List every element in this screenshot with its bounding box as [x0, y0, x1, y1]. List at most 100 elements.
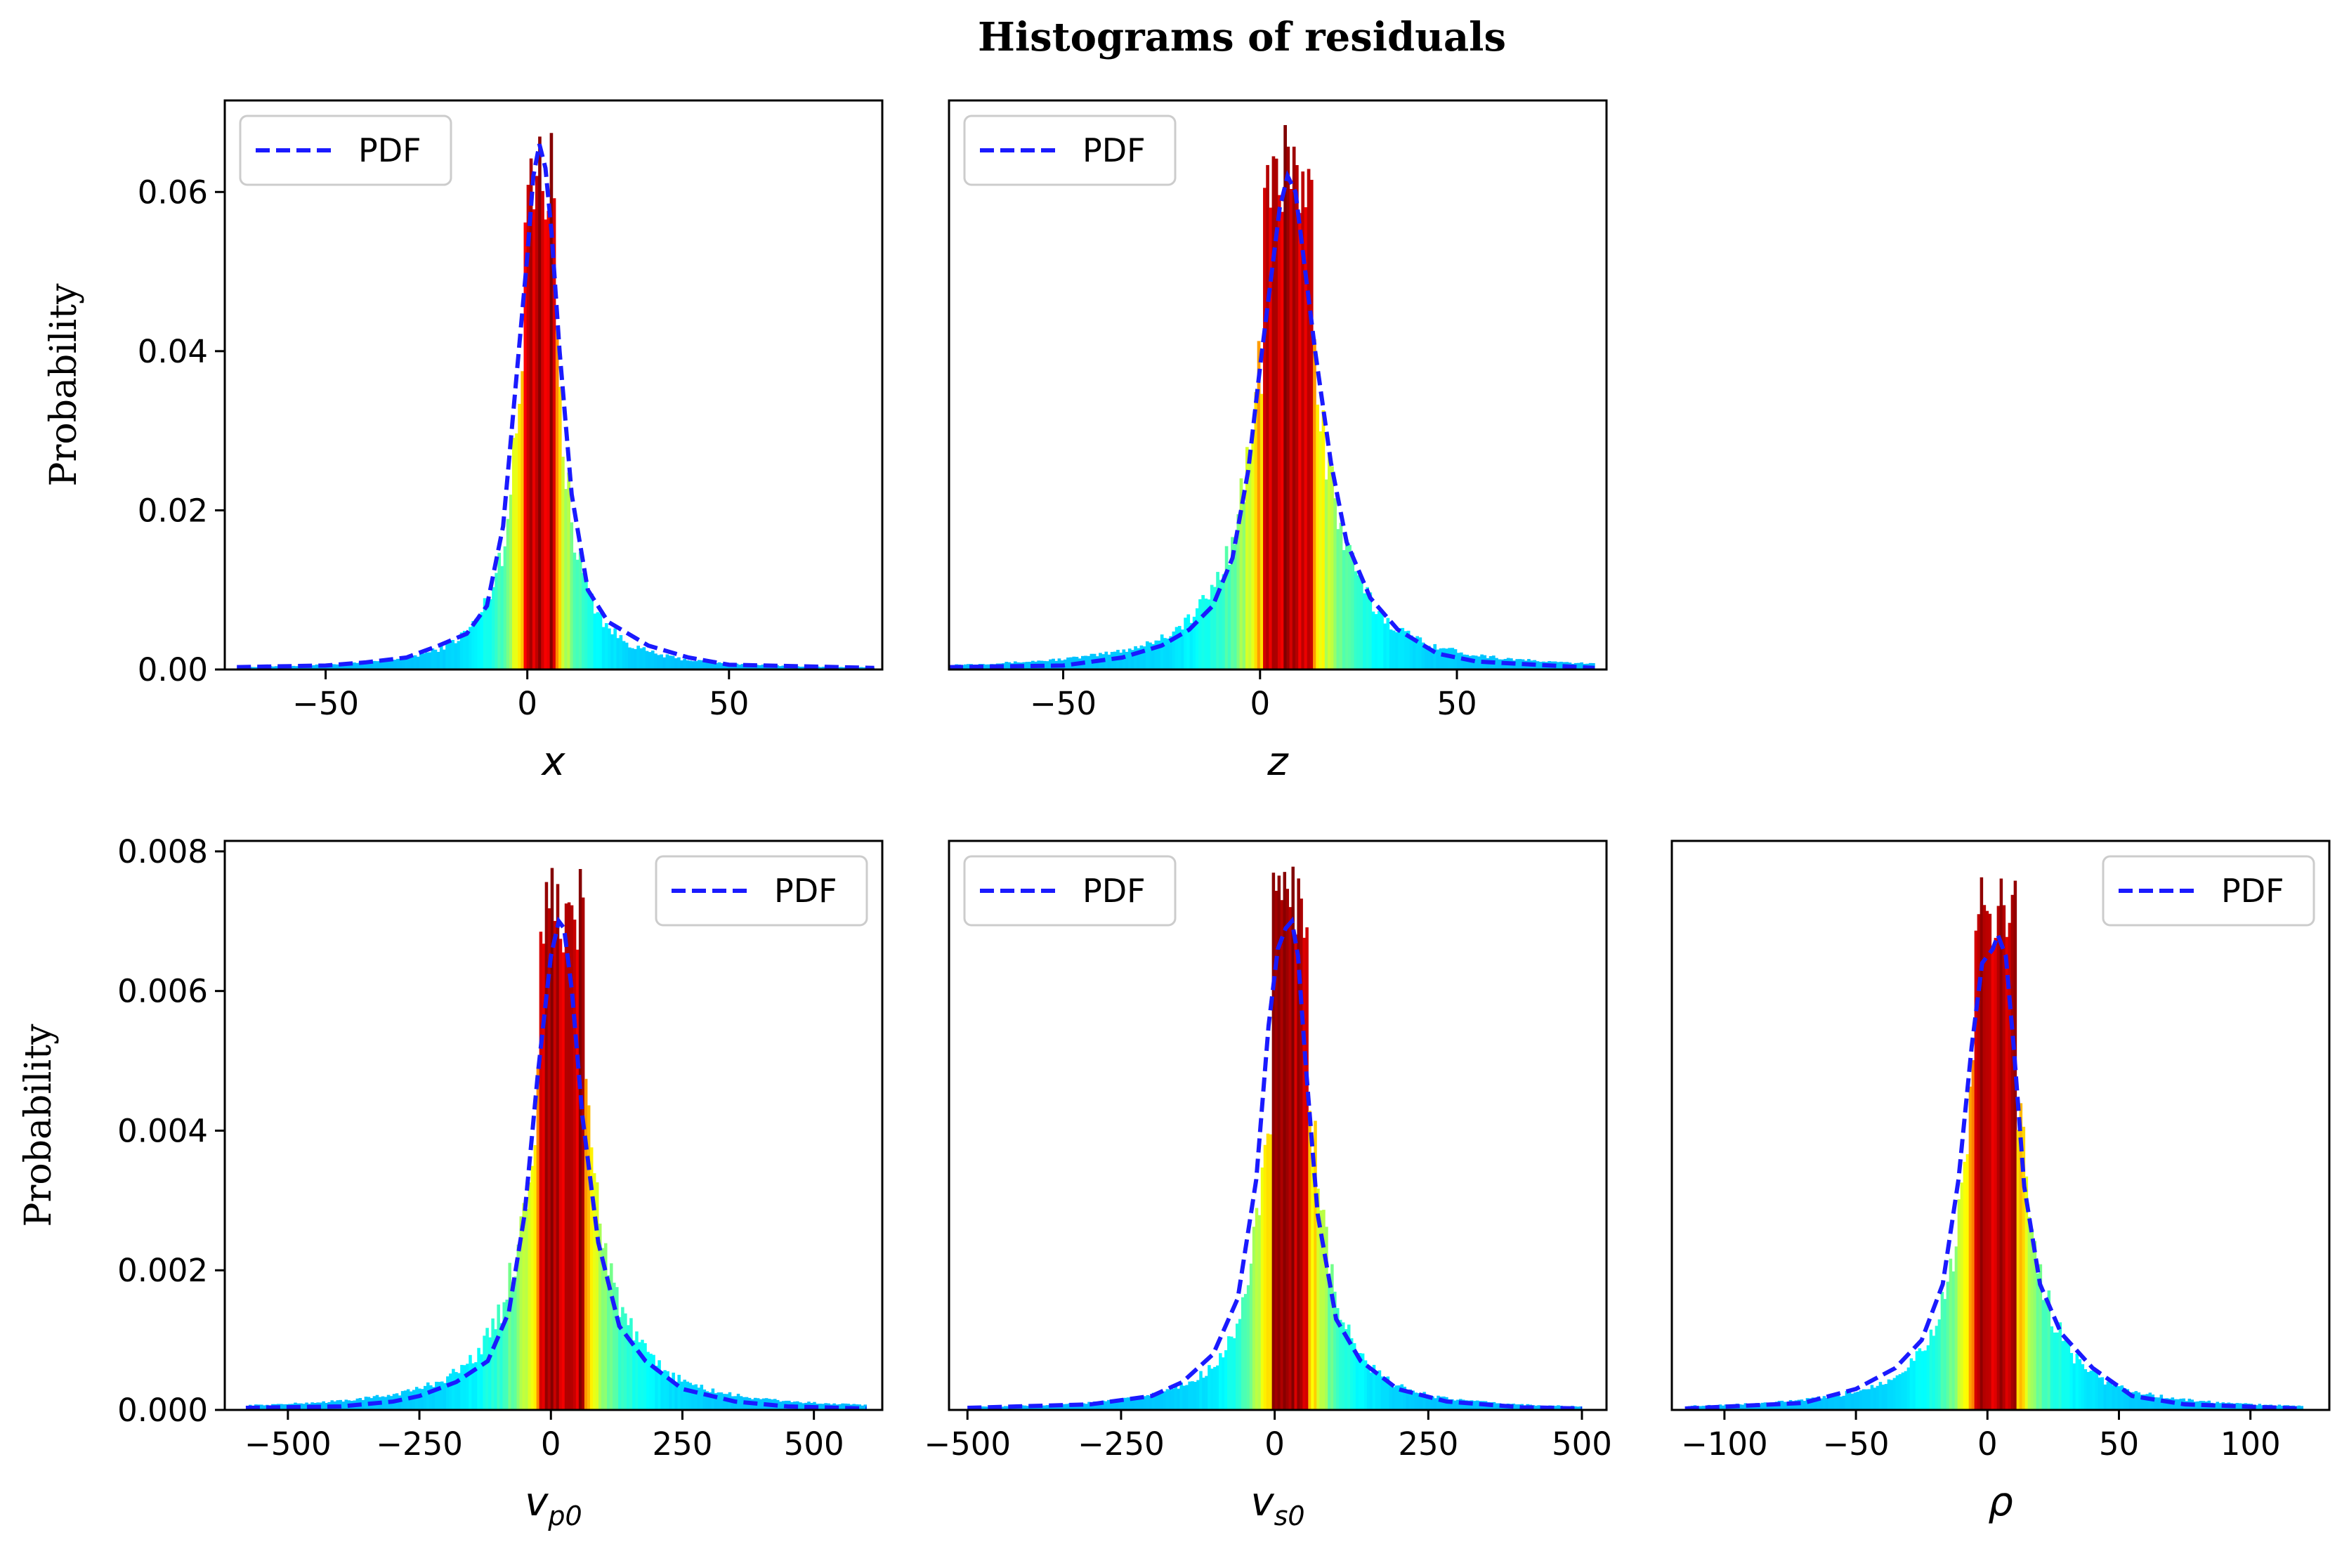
histogram-bar: [1439, 1397, 1443, 1410]
histogram-bar: [1448, 1399, 1451, 1410]
histogram-bar: [1314, 1121, 1317, 1410]
histogram-bar: [497, 552, 502, 669]
histogram-bar: [1342, 550, 1346, 669]
histogram-bar: [1932, 1335, 1936, 1410]
histogram-bar: [1288, 907, 1292, 1410]
histogram-bar: [967, 664, 970, 669]
histogram-bar: [542, 943, 546, 1410]
histogram-bar: [1291, 866, 1295, 1410]
histogram-bar: [725, 1394, 729, 1410]
histogram-bar: [1977, 914, 1981, 1410]
histogram-bar: [638, 1342, 641, 1410]
histogram-bar: [1738, 1404, 1742, 1410]
histogram-bar: [2100, 1377, 2105, 1410]
histogram-bar: [688, 1383, 693, 1410]
histogram-bar: [1760, 1402, 1765, 1410]
histogram-bar: [387, 660, 391, 669]
histogram-bar: [1718, 1404, 1722, 1410]
histogram-bar: [1104, 651, 1108, 669]
histogram-bar: [697, 1387, 701, 1410]
histogram-bar: [1327, 454, 1331, 669]
histogram-bar: [1045, 661, 1049, 669]
x-tick-label: −250: [376, 1425, 463, 1463]
histogram-bar: [1073, 1404, 1077, 1410]
histogram-bar: [1383, 1377, 1387, 1410]
histogram-bar: [1216, 572, 1219, 669]
histogram-bar: [512, 438, 516, 669]
histogram-bar: [1285, 889, 1290, 1410]
histogram-bar: [1227, 564, 1231, 669]
histogram-bar: [1825, 1397, 1829, 1410]
histogram-bar: [1537, 1405, 1540, 1410]
histogram-bar: [477, 1347, 480, 1410]
histogram-bar: [2016, 1130, 2020, 1410]
legend-label: PDF: [1082, 872, 1146, 910]
histogram-bar: [984, 664, 988, 669]
histogram-bar: [1352, 1342, 1356, 1410]
histogram-bar: [604, 622, 608, 669]
pdf-line: [245, 916, 867, 1410]
histogram-bar: [1082, 1403, 1085, 1410]
histogram-bar: [1232, 1338, 1236, 1410]
plot-area: [245, 868, 868, 1410]
histogram-bar: [1475, 1400, 1479, 1410]
histogram-bar: [1430, 648, 1434, 669]
histogram-bar: [1434, 1398, 1437, 1410]
histogram-bar: [271, 666, 275, 669]
histogram-bar: [1441, 648, 1446, 669]
histogram-bar: [1254, 392, 1258, 669]
histogram-bar: [570, 905, 574, 1410]
histogram-bar: [1514, 1404, 1519, 1410]
x-tick-label: 50: [2099, 1425, 2139, 1463]
x-axis-label: vp0: [525, 1479, 582, 1531]
histogram-bar: [671, 655, 675, 669]
histogram-bar: [2103, 1384, 2107, 1410]
histogram-bar: [683, 1379, 686, 1410]
histogram-bar: [2235, 1403, 2239, 1410]
histogram-bar: [550, 868, 554, 1410]
histogram-bar: [1157, 640, 1161, 669]
histogram-bar: [1252, 1227, 1256, 1410]
histogram-bar: [1401, 627, 1405, 669]
histogram-bar: [1271, 873, 1276, 1410]
histogram-bar: [636, 646, 640, 669]
histogram-bar: [1231, 537, 1234, 669]
histogram-bar: [598, 613, 603, 669]
histogram-bar: [1006, 1406, 1010, 1410]
histogram-bar: [1140, 1397, 1144, 1410]
histogram-bar: [2069, 1352, 2074, 1410]
histogram-bar: [2061, 1340, 2065, 1410]
histogram-bar: [1134, 646, 1137, 669]
histogram-bar: [776, 1399, 780, 1410]
histogram-bar: [859, 667, 863, 669]
subplot-3: −500 −250 0 250 500 0.000 0.002 0.004 0.006 0.008…: [18, 833, 884, 1531]
histogram-bar: [1154, 1394, 1158, 1410]
histogram-bar: [1118, 1399, 1122, 1410]
histogram-bar: [601, 627, 606, 669]
histogram-bar: [1394, 1385, 1399, 1410]
histogram-bar: [406, 1389, 410, 1410]
histogram-bar: [1831, 1395, 1835, 1410]
histogram-bar: [561, 457, 565, 669]
histogram-bar: [621, 1307, 624, 1410]
histogram-bar: [680, 660, 683, 669]
histogram-bar: [683, 658, 686, 669]
legend-label: PDF: [1082, 131, 1146, 169]
histogram-bar: [390, 660, 394, 669]
histogram-bar: [1517, 1404, 1522, 1410]
histogram-bar: [508, 1262, 511, 1410]
histogram-bar: [660, 654, 663, 669]
histogram-bar: [567, 902, 571, 1410]
histogram-bar: [547, 908, 551, 1410]
histogram-bar: [1518, 659, 1522, 669]
legend-box: [655, 855, 868, 927]
histogram-bar: [1876, 1385, 1880, 1410]
histogram-bar: [709, 661, 713, 669]
histogram-bar: [1915, 1351, 1919, 1410]
histogram-bar: [1207, 599, 1211, 669]
histogram-bar: [2072, 1363, 2076, 1410]
histogram-bar: [1842, 1395, 1846, 1410]
histogram-bar: [1127, 648, 1132, 669]
histogram-bar: [634, 648, 637, 669]
histogram-bar: [819, 667, 823, 669]
